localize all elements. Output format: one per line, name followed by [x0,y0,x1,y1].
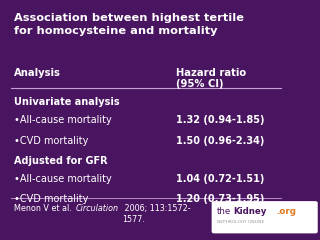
Text: Analysis: Analysis [14,68,61,78]
Text: 1.04 (0.72-1.51): 1.04 (0.72-1.51) [176,174,264,184]
Text: Menon V et al.: Menon V et al. [14,204,74,212]
Text: Adjusted for GFR: Adjusted for GFR [14,156,108,166]
Text: •All-cause mortality: •All-cause mortality [14,174,112,184]
Text: Univariate analysis: Univariate analysis [14,97,120,108]
Text: NEPHROLOGY ONLINE: NEPHROLOGY ONLINE [217,220,264,224]
Text: •CVD mortality: •CVD mortality [14,194,88,204]
Text: 1.20 (0.73-1.95): 1.20 (0.73-1.95) [176,194,264,204]
Text: Association between highest tertile
for homocysteine and mortality: Association between highest tertile for … [14,13,244,36]
Text: Kidney: Kidney [233,207,266,216]
Text: 2006; 113:1572-
1577.: 2006; 113:1572- 1577. [122,204,190,224]
Text: •CVD mortality: •CVD mortality [14,136,88,146]
Text: Circulation: Circulation [76,204,119,212]
Text: .org: .org [276,207,296,216]
FancyBboxPatch shape [212,202,317,233]
Text: 1.32 (0.94-1.85): 1.32 (0.94-1.85) [176,115,264,125]
Text: the: the [217,207,231,216]
Text: Hazard ratio
(95% CI): Hazard ratio (95% CI) [176,68,246,90]
Text: •All-cause mortality: •All-cause mortality [14,115,112,125]
Text: 1.50 (0.96-2.34): 1.50 (0.96-2.34) [176,136,264,146]
